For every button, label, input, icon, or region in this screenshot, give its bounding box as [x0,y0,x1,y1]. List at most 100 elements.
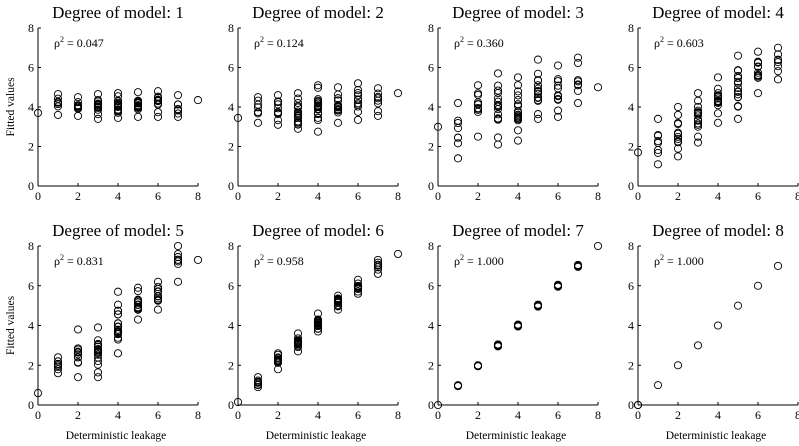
data-point [133,88,143,97]
y-tick-label: 4 [628,319,634,333]
x-tick-label: 0 [235,189,241,203]
data-point [113,96,123,106]
data-point [313,99,323,108]
data-point [133,283,143,292]
data-point [353,91,363,100]
data-point [733,51,743,60]
data-point [673,361,683,370]
x-tick-label: 0 [35,408,41,422]
data-point [673,110,683,119]
x-tick-label: 0 [435,408,441,422]
data-point [353,107,363,116]
data-point [133,101,143,110]
panel-title: Degree of model: 8 [652,221,784,240]
data-point [93,368,103,377]
data-point [93,323,103,332]
data-point [153,283,163,292]
data-point [753,73,763,82]
data-point [653,114,663,123]
data-point [673,102,683,112]
data-point [153,92,163,101]
y-tick-label: 8 [28,21,34,35]
data-point [773,62,783,71]
data-point [93,336,103,345]
y-tick-label: 2 [628,140,634,154]
data-point [153,305,163,314]
data-point [553,75,563,84]
data-point [33,389,43,398]
panel-title: Degree of model: 5 [52,221,184,240]
data-point [653,131,663,140]
data-point [573,53,583,62]
data-point [113,300,123,309]
data-point [453,381,463,390]
data-point [733,79,743,88]
data-point [513,115,523,124]
data-point [453,139,463,148]
y-tick-label: 0 [28,398,34,412]
y-tick-label: 4 [28,319,34,333]
data-point [153,287,163,296]
rho-squared-label: ρ2 = 1.000 [454,253,504,268]
data-point [173,91,183,100]
data-point [133,304,143,313]
panel-6: Degree of model: 6 ρ2 = 0.958 0 2 4 6 8 0 2 4 6 8 De… [228,221,403,442]
data-point [73,373,83,382]
data-point [153,112,163,121]
data-point [73,111,83,120]
data-point [173,109,183,118]
panel-2: Degree of model: 2 ρ2 = 0.124 0 2 4 6 8 0 2 4 6 8 [228,3,403,203]
data-point [333,294,343,303]
data-point [93,90,103,99]
data-point [653,145,663,155]
x-tick-label: 6 [155,189,161,203]
data-point [373,107,383,116]
y-tick-label: 2 [628,358,634,372]
y-tick-label: 8 [28,239,34,253]
data-point [333,101,343,110]
data-point [573,58,583,68]
data-point [753,281,763,290]
data-point [293,338,303,347]
data-point [53,353,63,362]
data-point [93,350,103,359]
data-point [733,87,743,96]
data-point [73,358,83,367]
data-point [513,136,523,145]
data-point [673,137,683,146]
x-tick-label: 8 [595,408,601,422]
data-point [373,258,383,267]
data-point [113,319,123,328]
y-tick-label: 2 [228,140,234,154]
data-point [693,138,703,147]
data-point [713,89,723,98]
x-tick-label: 4 [715,189,721,203]
data-point [173,241,183,251]
data-point [653,160,663,169]
data-point [173,105,183,114]
data-point [513,95,523,105]
y-axis-label: Fitted values [5,77,17,137]
data-point [353,284,363,294]
data-point [233,397,243,407]
data-point [93,105,103,114]
data-point [573,80,583,89]
data-point [493,140,503,149]
data-point [53,365,63,374]
x-axis-label: Deterministic leakage [266,430,367,442]
x-axis-label: Deterministic leakage [466,430,567,442]
data-point [493,88,503,98]
data-point [173,100,183,109]
data-point [113,306,123,315]
data-point [373,96,383,105]
data-point [113,105,123,114]
data-point [733,102,743,111]
rho-squared-label: ρ2 = 0.047 [54,35,104,50]
data-point [633,148,643,157]
data-point [473,81,483,90]
panel-title: Degree of model: 7 [452,221,584,240]
x-tick-label: 2 [675,408,681,422]
data-point [93,114,103,123]
y-tick-label: 8 [628,239,634,253]
